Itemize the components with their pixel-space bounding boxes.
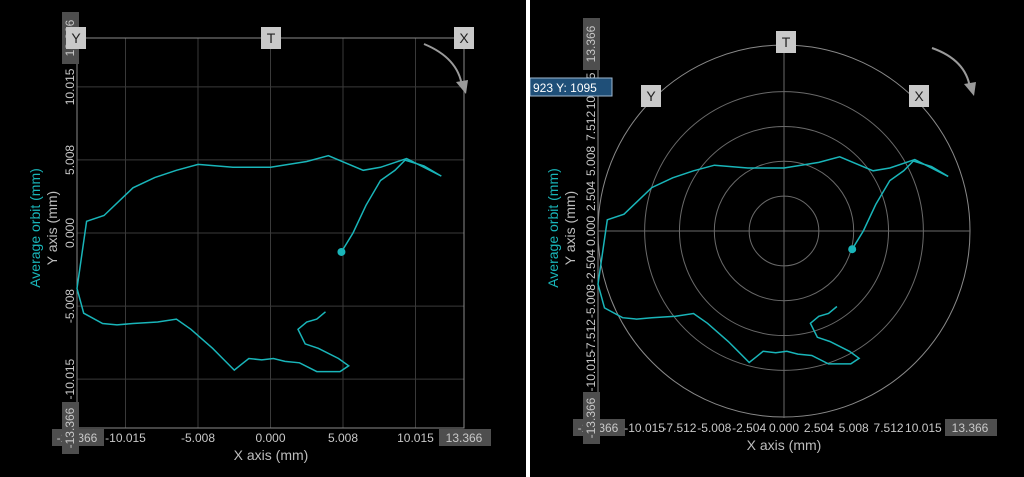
orbit-trace bbox=[597, 156, 949, 365]
x-tick-label-3: -5.008 bbox=[697, 421, 731, 435]
x-tick-label-5: 0.000 bbox=[769, 421, 799, 435]
x-tick-label-1: -10.015 bbox=[105, 431, 146, 445]
x-axis-title: X axis (mm) bbox=[234, 447, 309, 463]
x-tick-label-3: 0.000 bbox=[255, 431, 285, 445]
y-tick-label-6: -2.504 bbox=[584, 249, 598, 283]
y-tick-label-6: -13.366 bbox=[63, 407, 77, 448]
y-tick-label-9: -10.015 bbox=[584, 350, 598, 391]
y-tick-label-1: 10.015 bbox=[63, 68, 77, 105]
y-tick-label-5: 0.000 bbox=[584, 216, 598, 246]
y-tick-label-4: -5.008 bbox=[63, 289, 77, 323]
probe-tag-y-box bbox=[66, 27, 86, 49]
y-axis-title: Y axis (mm) bbox=[562, 191, 578, 265]
probe-tag-x-box bbox=[454, 27, 474, 49]
orbit-series-label: Average orbit (mm) bbox=[27, 168, 43, 288]
orbit-marker-point bbox=[337, 247, 346, 256]
x-tick-label-5: 10.015 bbox=[397, 431, 434, 445]
probe-tag-t-box bbox=[261, 27, 281, 49]
y-tick-label-0: 13.366 bbox=[584, 25, 598, 62]
x-tick-label-1: -10.015 bbox=[624, 421, 665, 435]
y-tick-label-8: -7.512 bbox=[584, 319, 598, 353]
x-tick-label-2: -5.008 bbox=[181, 431, 215, 445]
orbit-marker-point bbox=[848, 245, 857, 254]
cartesian-orbit-plot[interactable]: -13.366 -10.015 -5.008 0.000 5.008 10.015 13.3… bbox=[0, 0, 526, 477]
y-tick-box-10 bbox=[583, 392, 600, 444]
y-tick-label-2: 7.512 bbox=[584, 111, 598, 141]
y-axis-title: Y axis (mm) bbox=[44, 191, 60, 265]
x-tick-label-9: 10.015 bbox=[905, 421, 942, 435]
x-tick-label-2: -7.512 bbox=[662, 421, 696, 435]
x-tick-box-6 bbox=[439, 429, 491, 446]
probe-tag-x-box bbox=[909, 85, 929, 107]
y-tick-box-6 bbox=[62, 402, 79, 454]
x-tick-label-10: 13.366 bbox=[952, 421, 989, 435]
rotation-arrow bbox=[423, 43, 463, 87]
x-tick-label-6: 2.504 bbox=[804, 421, 834, 435]
x-tick-label-4: -2.504 bbox=[732, 421, 766, 435]
x-tick-label-4: 5.008 bbox=[328, 431, 358, 445]
rotation-arrow bbox=[931, 47, 971, 89]
rotation-arrow-head bbox=[456, 80, 468, 94]
probe-tag-t: T bbox=[782, 34, 791, 50]
polar-orbit-plot[interactable]: -13.366-10.015-7.512-5.008-2.5040.0002.5… bbox=[530, 0, 1024, 477]
probe-tag-t-box bbox=[776, 31, 796, 53]
x-axis-title: X axis (mm) bbox=[747, 437, 822, 453]
y-tick-label-3: 5.008 bbox=[584, 146, 598, 176]
probe-tag-y: Y bbox=[71, 30, 81, 46]
y-tick-box-0 bbox=[583, 18, 600, 70]
x-tick-label-8: 7.512 bbox=[874, 421, 904, 435]
probe-tag-x: X bbox=[914, 88, 924, 104]
y-tick-label-5: -10.015 bbox=[63, 358, 77, 399]
rotation-arrow-head bbox=[964, 82, 976, 96]
y-tick-label-4: 2.504 bbox=[584, 181, 598, 211]
y-tick-label-10: -13.366 bbox=[584, 397, 598, 438]
probe-tag-x: X bbox=[459, 30, 469, 46]
x-tick-box-10 bbox=[945, 419, 997, 436]
y-tick-label-7: -5.008 bbox=[584, 284, 598, 318]
cursor-readout: 923 Y: 1095 bbox=[533, 81, 597, 95]
orbit-series-label: Average orbit (mm) bbox=[545, 168, 561, 288]
probe-tag-y: Y bbox=[646, 88, 656, 104]
x-tick-label-6: 13.366 bbox=[446, 431, 483, 445]
probe-tag-t: T bbox=[267, 30, 276, 46]
x-tick-label-7: 5.008 bbox=[839, 421, 869, 435]
panel-divider bbox=[526, 0, 530, 477]
y-tick-label-3: 0.000 bbox=[63, 218, 77, 248]
orbit-trace bbox=[76, 154, 442, 373]
y-tick-label-2: 5.008 bbox=[63, 145, 77, 175]
probe-tag-y-box bbox=[641, 85, 661, 107]
cursor-readout-box bbox=[530, 77, 613, 97]
